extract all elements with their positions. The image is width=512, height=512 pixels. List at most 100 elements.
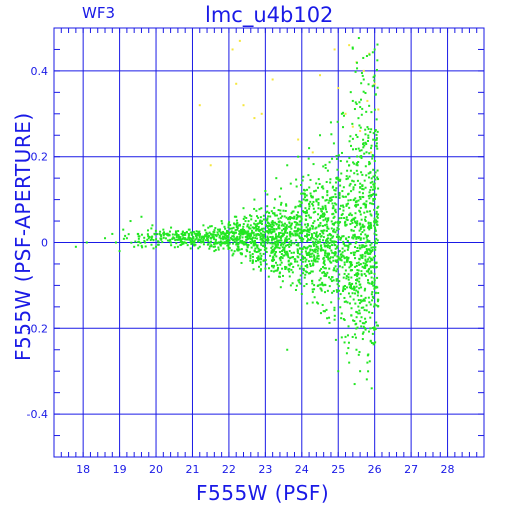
- data-point: [365, 203, 368, 206]
- data-point: [287, 260, 290, 263]
- data-point: [375, 137, 378, 140]
- data-point: [336, 226, 339, 229]
- data-point: [355, 348, 358, 351]
- data-point: [328, 252, 331, 255]
- data-point: [355, 282, 358, 285]
- data-point: [207, 236, 210, 239]
- data-point: [249, 259, 252, 262]
- data-point: [304, 207, 307, 210]
- data-point: [336, 290, 339, 293]
- data-point: [332, 142, 335, 145]
- data-point: [369, 162, 372, 165]
- data-point: [311, 282, 314, 285]
- data-point: [369, 339, 372, 342]
- data-point: [304, 247, 307, 250]
- data-point: [308, 186, 311, 189]
- data-point: [282, 209, 285, 212]
- data-point: [365, 261, 368, 264]
- data-point: [246, 246, 249, 249]
- data-point: [323, 272, 326, 275]
- data-point: [367, 270, 370, 273]
- data-point: [371, 326, 374, 329]
- data-point: [368, 163, 371, 166]
- data-point: [274, 214, 277, 217]
- data-point: [249, 227, 252, 230]
- data-point: [297, 242, 300, 245]
- data-point: [375, 138, 378, 141]
- data-point: [372, 203, 375, 206]
- data-point: [324, 250, 327, 253]
- data-point: [316, 255, 319, 258]
- data-point: [190, 237, 193, 240]
- data-point: [363, 144, 366, 147]
- data-point: [335, 235, 338, 238]
- data-point: [376, 324, 379, 327]
- data-point: [296, 216, 299, 219]
- data-point: [272, 250, 275, 253]
- data-point: [357, 305, 360, 308]
- data-point: [194, 238, 197, 241]
- data-point: [219, 231, 222, 234]
- data-point: [196, 234, 199, 237]
- data-point: [233, 250, 236, 253]
- data-point: [311, 301, 314, 304]
- data-point: [239, 241, 242, 244]
- data-point: [333, 48, 336, 51]
- data-point: [211, 236, 214, 239]
- data-point: [357, 236, 360, 239]
- data-point: [300, 248, 303, 251]
- data-point: [334, 265, 337, 268]
- data-point: [322, 165, 325, 168]
- data-point: [376, 276, 379, 279]
- data-point: [188, 228, 191, 231]
- data-point: [213, 245, 216, 248]
- data-point: [374, 144, 377, 147]
- data-point: [364, 186, 367, 189]
- data-point: [361, 332, 364, 335]
- data-point: [342, 235, 345, 238]
- data-point: [322, 232, 325, 235]
- data-point: [187, 236, 190, 239]
- data-point: [332, 206, 335, 209]
- data-point: [365, 236, 368, 239]
- data-point: [264, 259, 267, 262]
- data-point: [272, 266, 275, 269]
- data-point: [140, 233, 143, 236]
- data-point: [335, 279, 338, 282]
- data-point: [330, 249, 333, 252]
- data-point: [367, 258, 370, 261]
- data-point: [258, 265, 261, 268]
- data-point: [367, 139, 370, 142]
- data-point: [340, 312, 343, 315]
- data-point: [312, 262, 315, 265]
- data-point: [300, 230, 303, 233]
- data-point: [191, 240, 194, 243]
- data-point: [290, 212, 293, 215]
- data-point: [338, 273, 341, 276]
- data-point: [306, 188, 309, 191]
- data-point: [257, 258, 260, 261]
- data-point: [256, 246, 259, 249]
- data-point: [220, 241, 223, 244]
- data-point: [348, 361, 351, 364]
- data-point: [215, 234, 218, 237]
- data-point: [137, 237, 140, 240]
- data-point: [271, 78, 274, 81]
- data-point: [373, 224, 376, 227]
- data-point: [271, 212, 274, 215]
- data-point: [366, 250, 369, 253]
- data-point: [246, 225, 249, 228]
- data-point: [367, 269, 370, 272]
- data-point: [352, 161, 355, 164]
- data-point: [375, 212, 378, 215]
- data-point: [345, 275, 348, 278]
- data-point: [289, 235, 292, 238]
- data-point: [271, 235, 274, 238]
- data-point: [329, 199, 332, 202]
- data-point: [204, 234, 207, 237]
- data-point: [176, 245, 179, 248]
- data-point: [368, 197, 371, 200]
- data-point: [137, 235, 140, 238]
- data-point: [255, 251, 258, 254]
- data-point: [235, 236, 238, 239]
